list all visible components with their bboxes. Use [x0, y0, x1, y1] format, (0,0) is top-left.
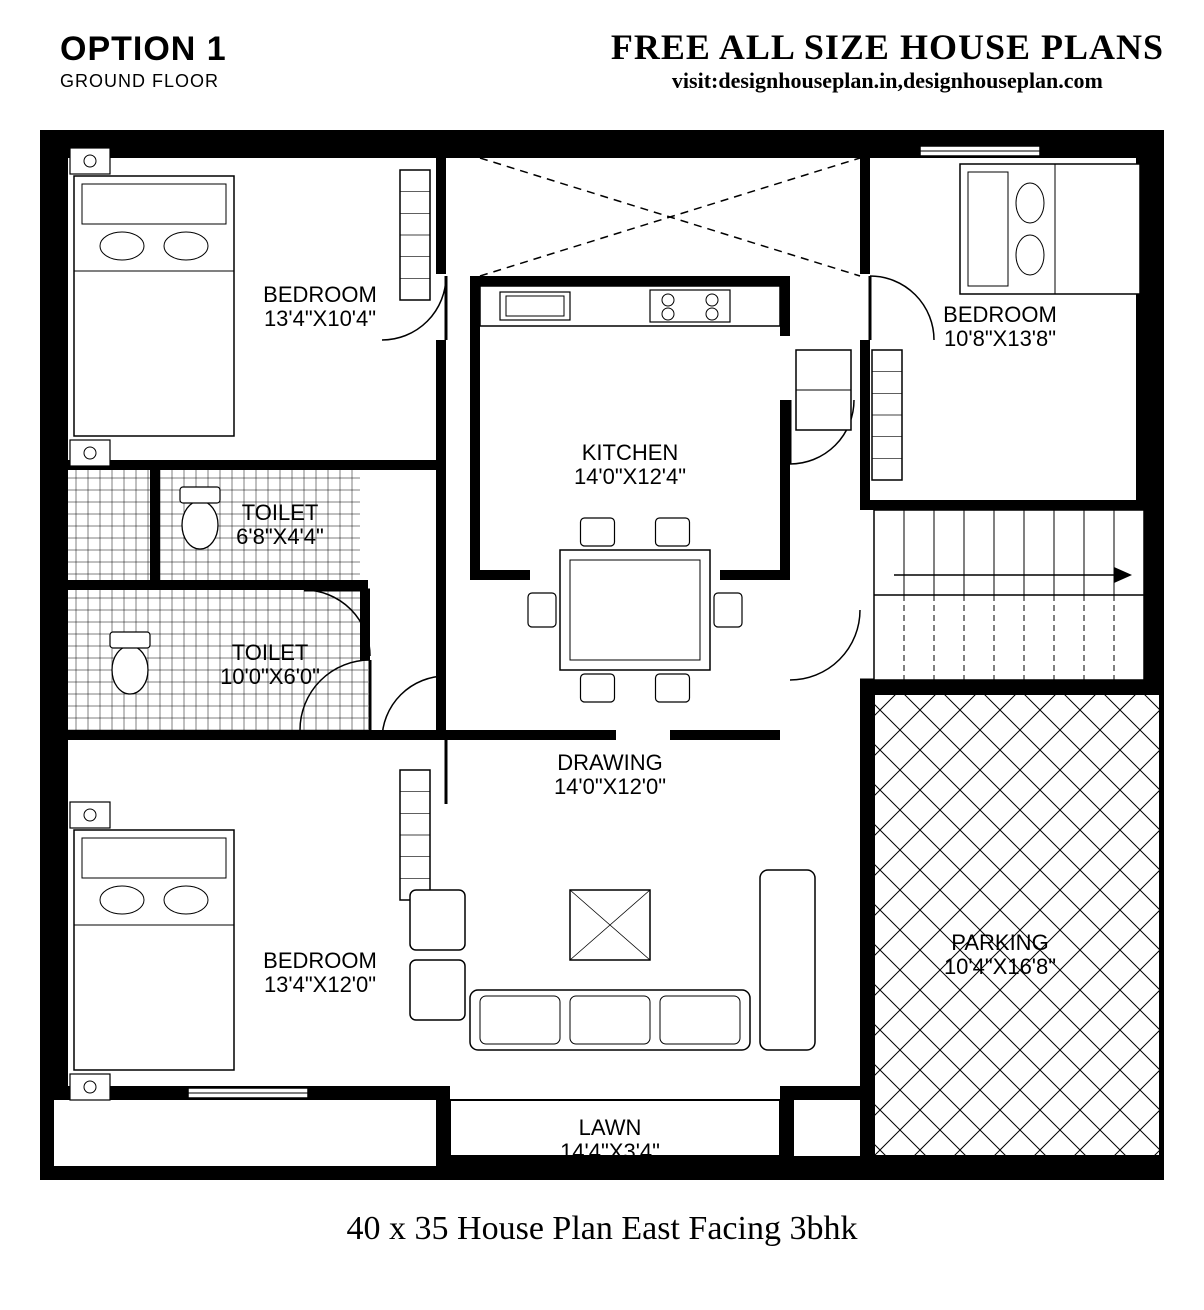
svg-text:14'0"X12'0": 14'0"X12'0": [554, 774, 666, 799]
svg-text:BEDROOM: BEDROOM: [263, 948, 377, 973]
svg-text:10'4"X16'8": 10'4"X16'8": [944, 954, 1056, 979]
site-title: FREE ALL SIZE HOUSE PLANS: [611, 26, 1164, 68]
svg-text:10'0"X6'0": 10'0"X6'0": [220, 664, 320, 689]
svg-text:13'4"X12'0": 13'4"X12'0": [264, 972, 376, 997]
header-right: FREE ALL SIZE HOUSE PLANS visit:designho…: [611, 26, 1164, 94]
svg-text:LAWN: LAWN: [579, 1115, 642, 1140]
svg-text:KITCHEN: KITCHEN: [582, 440, 679, 465]
caption: 40 x 35 House Plan East Facing 3bhk: [0, 1210, 1204, 1248]
svg-text:BEDROOM: BEDROOM: [263, 282, 377, 307]
svg-text:TOILET: TOILET: [232, 640, 309, 665]
svg-text:BEDROOM: BEDROOM: [943, 302, 1057, 327]
svg-text:14'0"X12'4": 14'0"X12'4": [574, 464, 686, 489]
svg-text:10'8"X13'8": 10'8"X13'8": [944, 326, 1056, 351]
svg-text:PARKING: PARKING: [951, 930, 1048, 955]
svg-text:6'8"X4'4": 6'8"X4'4": [236, 524, 324, 549]
floor-plan: BEDROOM13'4"X10'4"BEDROOM10'8"X13'8"BEDR…: [40, 130, 1164, 1180]
floor-label: GROUND FLOOR: [60, 71, 227, 92]
header-left: OPTION 1 GROUND FLOOR: [60, 30, 227, 92]
option-label: OPTION 1: [60, 30, 227, 69]
floor-plan-document: OPTION 1 GROUND FLOOR FREE ALL SIZE HOUS…: [0, 0, 1204, 1310]
svg-text:13'4"X10'4": 13'4"X10'4": [264, 306, 376, 331]
floor-plan-svg: BEDROOM13'4"X10'4"BEDROOM10'8"X13'8"BEDR…: [40, 130, 1164, 1180]
svg-text:14'4"X3'4": 14'4"X3'4": [560, 1139, 660, 1164]
site-subtitle: visit:designhouseplan.in,designhouseplan…: [611, 68, 1164, 94]
svg-text:TOILET: TOILET: [242, 500, 319, 525]
svg-text:DRAWING: DRAWING: [557, 750, 663, 775]
